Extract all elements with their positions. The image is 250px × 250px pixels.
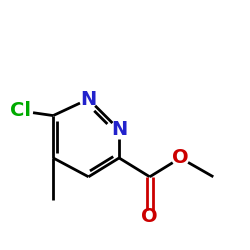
Text: N: N	[111, 120, 127, 139]
Text: N: N	[80, 90, 97, 108]
Text: Cl: Cl	[10, 101, 31, 120]
Text: O: O	[172, 148, 189, 168]
Text: O: O	[142, 207, 158, 226]
